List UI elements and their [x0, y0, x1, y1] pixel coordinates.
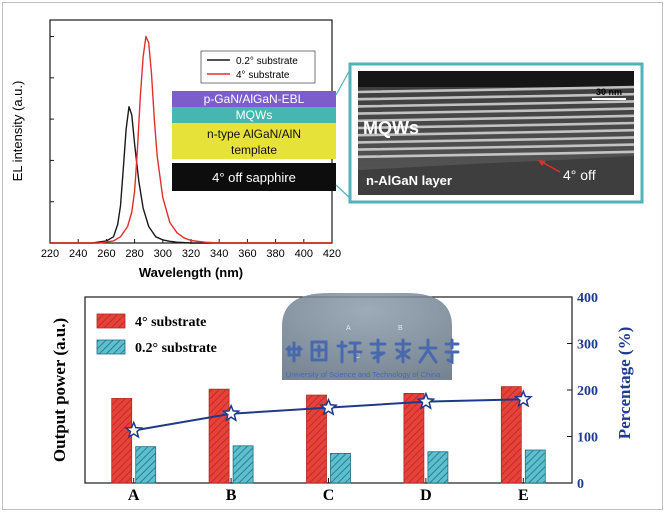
- university-watermark: A B C D University of Science and Techno…: [282, 293, 460, 380]
- bar-0.2-substrate: [427, 451, 449, 484]
- bar-4-substrate: [208, 388, 230, 484]
- legend-box: [200, 50, 316, 84]
- tem-stripe: [357, 114, 635, 123]
- right-axis-ticks: 0 100 200 300 400: [567, 291, 598, 492]
- right-tick-label: 100: [577, 431, 598, 446]
- el-spectrum-chart: 220 240 260 280 300 320 340 360 380 400 420 Wavele…: [10, 19, 353, 280]
- legend-swatch-0.2-substrate: [96, 339, 126, 355]
- right-tick-label: 400: [577, 291, 598, 306]
- bar-0.2-substrate: [232, 445, 254, 484]
- tem-stripe: [357, 150, 635, 159]
- tem-mqws-label: MQWs: [363, 118, 419, 138]
- x-tick-label: 240: [69, 248, 87, 260]
- tem-stripe: [357, 92, 635, 101]
- tem-stripe: [357, 85, 635, 94]
- x-tick-label: 260: [97, 248, 115, 260]
- y-axis-label: EL intensity (a.u.): [10, 81, 25, 182]
- bar-4-substrate: [306, 394, 327, 484]
- x-axis-ticks: 220 240 260 280 300 320 340 360 380 400 420: [41, 239, 341, 260]
- bar-4-substrate: [403, 392, 425, 484]
- percentage-star-marker: [124, 420, 144, 439]
- percentage-star-marker: [416, 391, 436, 410]
- offcut-arrowhead: [538, 160, 546, 166]
- spectrum-lines: [50, 35, 332, 244]
- x-tick-label: 300: [154, 248, 172, 260]
- x-tick-label: 280: [125, 248, 143, 260]
- tem-n-algan-region: [358, 156, 634, 195]
- layer-template-label-2: template: [231, 143, 277, 157]
- category-label: B: [226, 487, 237, 504]
- percentage-star-marker: [513, 389, 533, 408]
- y-axis-ticks: [50, 36, 54, 203]
- x-tick-label: 320: [182, 248, 200, 260]
- category-ticks: A B C D E: [128, 478, 529, 504]
- tem-top-dark: [358, 71, 634, 87]
- tem-stripe: [357, 143, 635, 151]
- tem-stripe: [357, 100, 635, 108]
- tem-stripe: [357, 128, 635, 137]
- x-tick-label: 360: [238, 248, 256, 260]
- layer-ebl: [172, 91, 336, 107]
- bar-0.2-substrate: [135, 446, 157, 484]
- chinese-calligraphy-logo: [285, 338, 460, 365]
- spectrum-legend: 0.2° substrate 4° substrate: [200, 50, 316, 84]
- layer-mqws: [172, 107, 336, 123]
- wafer-image: [282, 293, 452, 380]
- layer-ebl-label: p-GaN/AlGaN-EBL: [204, 92, 305, 106]
- legend-label-4: 4° substrate: [236, 70, 290, 81]
- university-name: University of Science and Technology of …: [286, 370, 441, 379]
- legend-swatch-4-substrate: [96, 313, 126, 329]
- bar-0.2-substrate: [524, 449, 546, 484]
- bar-4-substrate: [111, 398, 133, 484]
- layer-mqws-label: MQWs: [236, 108, 273, 122]
- tem-offcut-label: 4° off: [563, 167, 596, 183]
- tem-stripe: [357, 121, 635, 130]
- percentage-line: [124, 389, 533, 439]
- x-tick-label: 220: [41, 248, 59, 260]
- x-axis-label: Wavelength (nm): [139, 265, 243, 280]
- layer-template: [172, 123, 336, 159]
- legend-label-4-substrate: 4° substrate: [135, 315, 206, 330]
- right-tick-label: 200: [577, 384, 598, 399]
- tem-mqw-stripes: [357, 85, 635, 159]
- x-tick-label: 380: [266, 248, 284, 260]
- spectrum-line-1: [50, 35, 332, 244]
- tem-stripe: [357, 107, 635, 115]
- bar-legend: 4° substrate 0.2° substrate: [96, 313, 217, 356]
- scale-bar-label: 30 nm: [596, 87, 622, 97]
- right-tick-label: 0: [577, 477, 584, 492]
- percentage-star-marker: [318, 397, 339, 416]
- bar-4-substrate: [500, 386, 522, 484]
- output-power-chart: A B C D University of Science and Techno…: [50, 291, 634, 504]
- percentage-star-marker: [221, 403, 241, 422]
- bars: [111, 386, 546, 484]
- category-label: D: [420, 487, 432, 504]
- legend-label-0.2: 0.2° substrate: [236, 56, 298, 67]
- wafer-letter-b: B: [398, 325, 403, 332]
- x-tick-label: 420: [323, 248, 341, 260]
- tem-n-algan-label: n-AlGaN layer: [366, 173, 452, 188]
- x-tick-label: 400: [295, 248, 313, 260]
- left-axis-label: Output power (a.u.): [50, 318, 69, 462]
- bar-0.2-substrate: [330, 453, 351, 484]
- right-tick-label: 300: [577, 338, 598, 353]
- category-label: C: [323, 487, 335, 504]
- layer-stack-inset: p-GaN/AlGaN-EBL MQWs n-type AlGaN/AlN te…: [172, 91, 336, 191]
- category-label: E: [518, 487, 529, 504]
- tem-stripe: [357, 136, 635, 144]
- spectrum-line-0: [50, 106, 332, 244]
- figure-frame: [2, 2, 663, 510]
- wafer-letter-c: C: [355, 353, 360, 360]
- x-tick-label: 340: [210, 248, 228, 260]
- tem-image-panel: 30 nm MQWs n-AlGaN layer 4° off: [348, 62, 644, 204]
- layer-sapphire-label: 4° off sapphire: [212, 170, 296, 185]
- layer-template-label-1: n-type AlGaN/AlN: [207, 127, 301, 141]
- layer-sapphire: [172, 163, 336, 191]
- wafer-letter-a: A: [346, 325, 351, 332]
- category-label: A: [128, 487, 140, 504]
- legend-label-0.2-substrate: 0.2° substrate: [135, 341, 217, 356]
- right-axis-label: Percentage (%): [615, 327, 634, 440]
